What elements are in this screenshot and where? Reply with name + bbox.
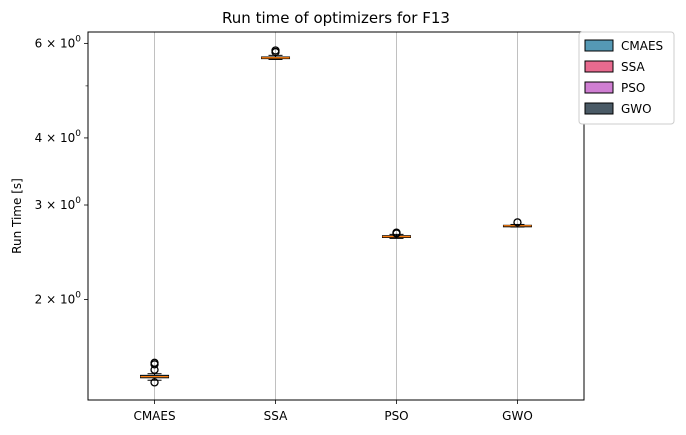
legend-swatch-gwo — [584, 102, 614, 115]
y-tick-label-6: 6 × 100 — [35, 34, 82, 50]
y-tick-exponent-6: 0 — [75, 34, 81, 44]
legend-swatch-cmaes — [584, 39, 614, 52]
legend-label-pso: PSO — [621, 81, 645, 95]
legend-label-gwo: GWO — [621, 102, 652, 116]
outlier-ssa-1 — [271, 46, 280, 55]
x-grid — [154, 32, 518, 400]
chart-title: Run time of optimizers for F13 — [222, 9, 450, 27]
legend: CMAES SSA PSO GWO — [578, 31, 675, 125]
legend-swatch-pso — [584, 81, 614, 94]
y-tick-exponent-4: 0 — [75, 129, 81, 139]
y-axis-label: Run Time [s] — [10, 178, 24, 254]
x-tick-label-gwo: GWO — [502, 409, 533, 423]
x-tick-label-cmaes: CMAES — [133, 409, 175, 423]
y-tick-exponent-2: 0 — [75, 291, 81, 301]
x-tick-label-pso: PSO — [384, 409, 408, 423]
legend-frame — [578, 31, 675, 125]
outlier-gwo-0 — [513, 218, 522, 227]
y-tick-exponent-3: 0 — [75, 196, 81, 206]
y-tick-label-2: 2 × 100 — [35, 291, 82, 307]
x-axis: CMAES SSA PSO GWO — [133, 400, 533, 423]
plot-frame — [87, 31, 585, 401]
y-tick-label-4: 4 × 100 — [35, 129, 82, 145]
y-tick-label-3: 3 × 100 — [35, 196, 82, 212]
legend-swatch-ssa — [584, 60, 614, 73]
y-axis: 2 × 100 3 × 100 4 × 100 6 × 100 — [35, 34, 88, 307]
legend-label-cmaes: CMAES — [621, 39, 663, 53]
boxes — [140, 46, 532, 387]
outlier-cmaes-3 — [150, 358, 159, 367]
x-tick-label-ssa: SSA — [264, 409, 288, 423]
outlier-cmaes-0 — [150, 378, 159, 387]
outlier-pso-1 — [392, 228, 401, 237]
legend-label-ssa: SSA — [621, 60, 645, 74]
